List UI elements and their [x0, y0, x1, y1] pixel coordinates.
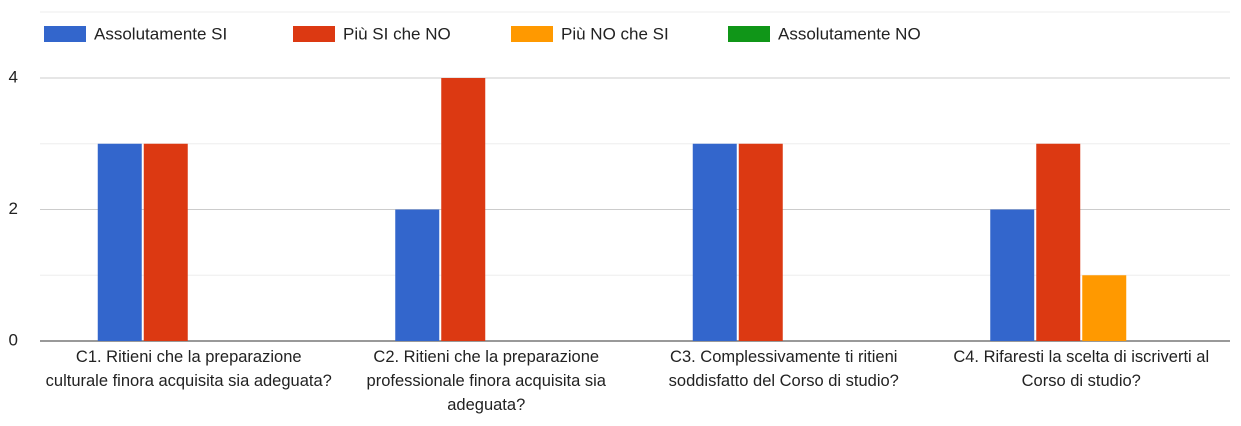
legend-label: Assolutamente NO	[778, 24, 921, 43]
x-tick-label: C2. Ritieni che la preparazione professi…	[366, 348, 606, 414]
legend-swatch	[293, 26, 335, 42]
legend-label: Più NO che SI	[561, 24, 669, 43]
bar	[738, 143, 783, 341]
bar	[1036, 143, 1081, 341]
y-tick-label: 0	[9, 330, 18, 349]
legend-label: Assolutamente SI	[94, 24, 227, 43]
x-tick-label: C4. Rifaresti la scelta di iscriverti al…	[953, 348, 1210, 390]
x-tick-label: C3. Complessivamente ti ritieni soddisfa…	[668, 348, 899, 390]
legend-swatch	[511, 26, 553, 42]
y-tick-label: 2	[9, 199, 18, 218]
legend-swatch	[728, 26, 770, 42]
legend-label: Più SI che NO	[343, 24, 451, 43]
x-tick-label: C1. Ritieni che la preparazione cultural…	[45, 348, 332, 390]
bar	[1082, 275, 1127, 341]
legend-swatch	[44, 26, 86, 42]
bar	[441, 78, 486, 341]
bar	[97, 143, 142, 341]
bar	[395, 209, 440, 341]
bar	[990, 209, 1035, 341]
bar	[692, 143, 737, 341]
y-tick-label: 4	[9, 67, 18, 86]
bar	[143, 143, 188, 341]
